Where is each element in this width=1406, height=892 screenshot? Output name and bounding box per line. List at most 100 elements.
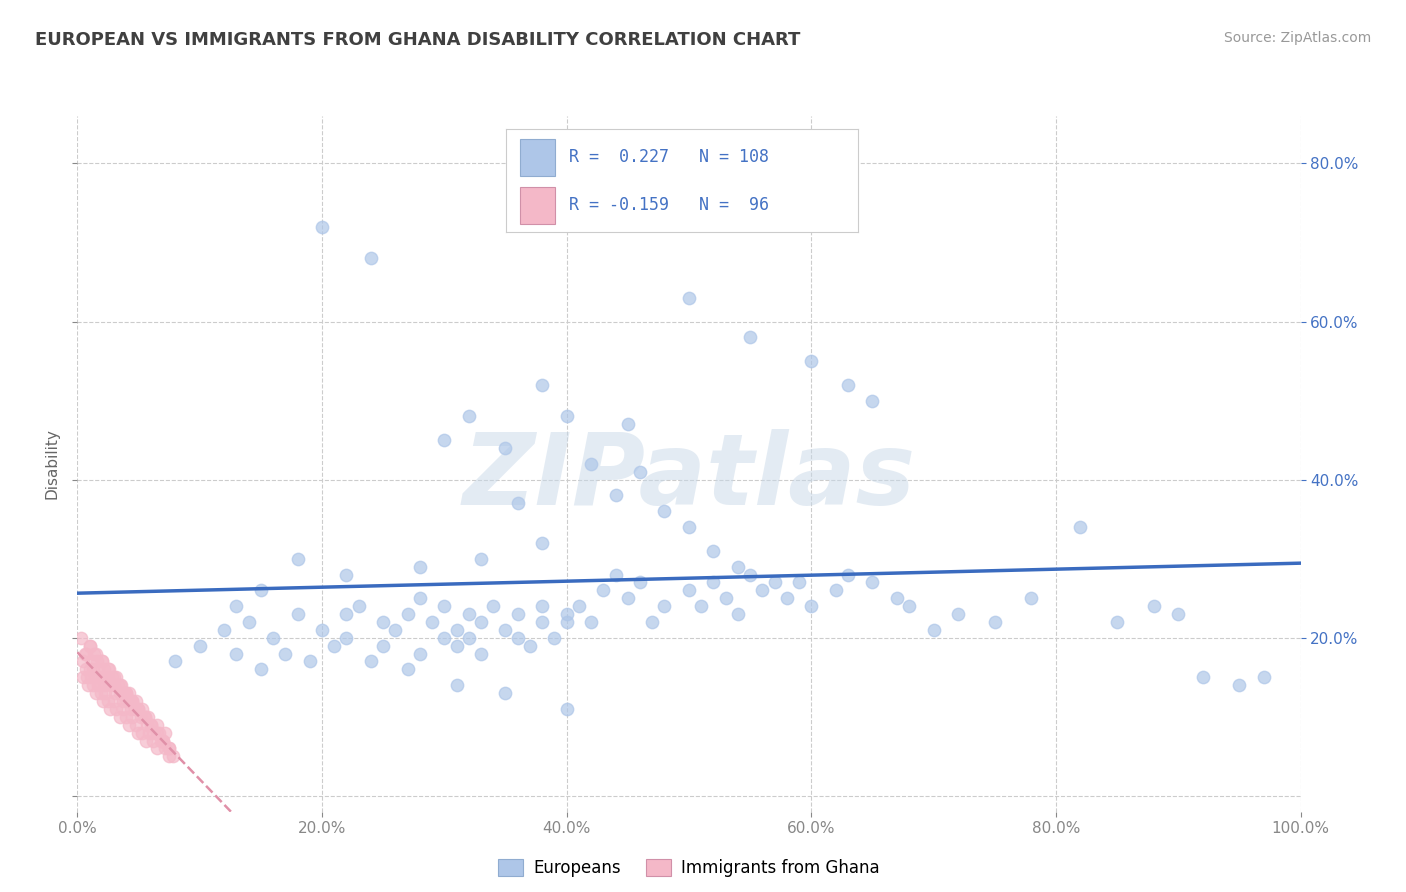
Point xyxy=(886,591,908,606)
Point xyxy=(142,733,165,747)
Point xyxy=(98,702,121,716)
Point xyxy=(396,607,419,621)
Point xyxy=(108,678,131,692)
Point xyxy=(262,631,284,645)
Point xyxy=(138,725,160,739)
Point xyxy=(641,615,664,629)
Point xyxy=(142,725,165,739)
Point xyxy=(506,496,529,510)
Point xyxy=(149,733,172,747)
Point xyxy=(93,662,115,676)
Y-axis label: Disability: Disability xyxy=(44,428,59,500)
Point xyxy=(94,686,117,700)
Point xyxy=(470,615,492,629)
Point xyxy=(763,575,786,590)
Point xyxy=(105,670,128,684)
Point xyxy=(84,686,107,700)
Point xyxy=(80,670,103,684)
Point xyxy=(555,615,578,629)
Point xyxy=(579,615,602,629)
Point xyxy=(111,702,134,716)
Point xyxy=(157,749,180,764)
Point xyxy=(898,599,921,614)
Point xyxy=(155,741,177,756)
Point xyxy=(1143,599,1166,614)
Point xyxy=(409,647,432,661)
Point xyxy=(76,670,98,684)
Point xyxy=(433,631,456,645)
Point xyxy=(75,647,97,661)
Point xyxy=(862,575,884,590)
Point xyxy=(121,694,143,708)
Point xyxy=(250,583,273,598)
Point xyxy=(495,686,517,700)
Point xyxy=(678,583,700,598)
Text: Source: ZipAtlas.com: Source: ZipAtlas.com xyxy=(1223,31,1371,45)
Point xyxy=(457,631,479,645)
Point xyxy=(727,559,749,574)
Point xyxy=(690,599,713,614)
Point xyxy=(146,717,169,731)
Point xyxy=(628,465,651,479)
Point xyxy=(702,543,724,558)
Point xyxy=(311,219,333,234)
Point xyxy=(984,615,1007,629)
Point xyxy=(103,678,125,692)
Point xyxy=(84,647,107,661)
Point xyxy=(800,354,823,368)
Point xyxy=(495,623,517,637)
Point xyxy=(136,710,159,724)
Point xyxy=(128,702,150,716)
Point xyxy=(922,623,945,637)
Point xyxy=(152,733,174,747)
Legend: Europeans, Immigrants from Ghana: Europeans, Immigrants from Ghana xyxy=(492,852,886,883)
Point xyxy=(506,607,529,621)
Point xyxy=(87,678,110,692)
Point xyxy=(87,662,110,676)
Point xyxy=(98,678,121,692)
Point xyxy=(727,607,749,621)
Point xyxy=(360,655,382,669)
Point xyxy=(506,631,529,645)
Point xyxy=(1069,520,1091,534)
Point xyxy=(531,536,554,550)
Point xyxy=(70,631,93,645)
Point xyxy=(654,504,676,518)
Point xyxy=(80,655,103,669)
Point xyxy=(862,393,884,408)
Point xyxy=(335,567,357,582)
Point xyxy=(97,694,120,708)
Point xyxy=(75,662,97,676)
Point xyxy=(107,678,129,692)
Point xyxy=(79,639,101,653)
Point xyxy=(97,662,120,676)
Point xyxy=(311,623,333,637)
Point xyxy=(157,741,180,756)
Point xyxy=(531,599,554,614)
Point xyxy=(155,725,177,739)
Point xyxy=(740,330,762,344)
Point xyxy=(776,591,799,606)
Point xyxy=(470,551,492,566)
Point xyxy=(457,607,479,621)
Point xyxy=(274,647,297,661)
Point xyxy=(121,710,143,724)
Point xyxy=(371,639,394,653)
Text: R = -0.159   N =  96: R = -0.159 N = 96 xyxy=(569,196,769,214)
Point xyxy=(98,662,121,676)
Point xyxy=(94,678,117,692)
Point xyxy=(131,725,153,739)
Point xyxy=(115,710,138,724)
Point xyxy=(617,417,640,432)
Point xyxy=(714,591,737,606)
Point xyxy=(555,702,578,716)
Point xyxy=(139,717,162,731)
Bar xyxy=(520,186,555,224)
Point xyxy=(162,749,184,764)
Point xyxy=(124,702,146,716)
Point xyxy=(110,678,132,692)
Point xyxy=(188,639,211,653)
Point xyxy=(751,583,773,598)
Point xyxy=(617,591,640,606)
Point xyxy=(824,583,846,598)
